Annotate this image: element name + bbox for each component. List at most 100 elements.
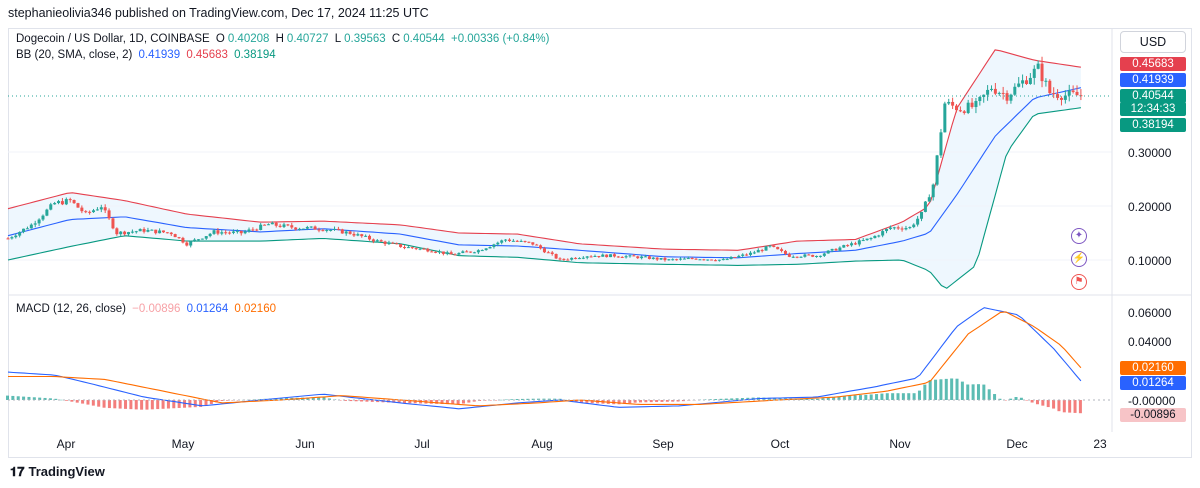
candle-body [352, 233, 356, 236]
macd-histogram-bar [955, 378, 959, 400]
bb-upper-value: 0.45683 [186, 49, 228, 61]
candle-body [123, 231, 127, 235]
macd-histogram-bar [1003, 400, 1007, 401]
macd-histogram-bar [639, 400, 643, 403]
crosshair-icon[interactable]: ✦ [1071, 228, 1087, 244]
candle-body [830, 248, 834, 251]
candle-body [161, 230, 165, 233]
candle-body [472, 252, 476, 254]
candle-body [437, 251, 441, 253]
macd-histogram-bar [113, 400, 117, 409]
candle-body [10, 237, 14, 239]
candle-body [344, 231, 348, 234]
candle-body [150, 229, 154, 231]
candle-body [111, 218, 115, 229]
macd-histogram-bar [826, 397, 830, 400]
x-label-jun: Jun [295, 437, 315, 451]
candle-body [375, 240, 379, 242]
candle-body [951, 101, 955, 106]
bb-label: BB (20, SMA, close, 2) [16, 49, 133, 61]
candle-body [329, 229, 333, 231]
macd-histogram-bar [1030, 400, 1034, 403]
macd-histogram-bar [896, 393, 900, 400]
candle-body [682, 258, 686, 260]
candle-body [644, 256, 648, 258]
candle-body [1005, 93, 1009, 101]
candle-body [729, 257, 733, 260]
candle-body [301, 228, 305, 230]
macd-histogram-bar [402, 400, 406, 404]
candle-body [581, 257, 585, 259]
macd-histogram-bar [531, 398, 535, 400]
candle-body [958, 110, 962, 112]
macd-histogram-bar [644, 400, 648, 403]
macd-label: MACD (12, 26, close) [16, 303, 126, 315]
candle-body [523, 240, 527, 242]
currency-button[interactable]: USD [1120, 31, 1186, 53]
candle-body [84, 211, 88, 213]
macd-tick-zero: -0.00000 [1128, 394, 1176, 408]
macd-histogram-bar [901, 393, 905, 400]
macd-histogram-bar [504, 399, 508, 401]
candle-body [107, 210, 111, 219]
macd-histogram-bar [842, 396, 846, 400]
candle-body [228, 232, 232, 234]
candle-body [702, 259, 706, 261]
candle-body [37, 219, 41, 224]
macd-histogram-bar [885, 393, 889, 400]
candle-body [577, 258, 581, 260]
candle-body [414, 248, 418, 250]
macd-histogram-bar [633, 400, 637, 403]
candle-body [675, 259, 679, 261]
macd-histogram-bar [976, 384, 980, 400]
macd-histogram-bar [676, 400, 680, 402]
candle-body [873, 235, 877, 239]
candle-body [434, 251, 438, 253]
macd-histogram-bar [65, 400, 69, 401]
macd-histogram-bar [22, 396, 26, 400]
o-label: O [215, 33, 225, 45]
macd-legend[interactable]: MACD (12, 26, close) −0.00896 0.01264 0.… [16, 303, 279, 315]
candle-body [212, 230, 216, 234]
candle-body [274, 222, 278, 226]
candle-body [496, 242, 500, 245]
macd-histogram-bar [445, 400, 449, 405]
candle-body [399, 244, 403, 248]
tradingview-logo[interactable]: 𝟏𝟕 TradingView [10, 464, 105, 480]
candle-body [791, 256, 795, 258]
flag-events-icon[interactable]: ⚑ [1071, 274, 1087, 290]
candle-body [783, 250, 787, 254]
candle-body [562, 258, 566, 260]
macd-histogram-bar [580, 400, 584, 403]
candle-body [597, 255, 601, 257]
macd-histogram-bar [923, 384, 927, 400]
candle-body [760, 250, 764, 252]
macd-histogram-bar [810, 398, 814, 400]
bb-basis-value: 0.41939 [138, 49, 181, 61]
candle-body [134, 231, 138, 233]
candle-body [970, 102, 974, 108]
lightning-icon[interactable]: ⚡ [1071, 251, 1087, 267]
macd-histogram-bar [306, 397, 310, 400]
candle-body [679, 258, 683, 260]
chart-panel [8, 28, 1192, 458]
macd-histogram-bar [209, 400, 213, 404]
candle-body [869, 238, 873, 240]
macd-histogram-bar [86, 400, 90, 405]
candle-body [243, 231, 247, 234]
candle-body [764, 246, 768, 251]
candle-body [733, 257, 737, 259]
candle-body [165, 232, 169, 234]
macd-histogram-bar [150, 400, 154, 410]
candle-body [694, 258, 698, 260]
candle-body [298, 228, 302, 230]
macd-histogram-bar [520, 398, 524, 400]
bb-legend[interactable]: BB (20, SMA, close, 2) 0.41939 0.45683 0… [16, 49, 279, 61]
macd-histogram-bar [553, 398, 557, 400]
symbol-legend[interactable]: Dogecoin / US Dollar, 1D, COINBASE O 0.40… [16, 33, 552, 45]
c-label: C [391, 33, 401, 45]
macd-histogram-bar [327, 398, 331, 400]
candle-body [410, 247, 414, 249]
